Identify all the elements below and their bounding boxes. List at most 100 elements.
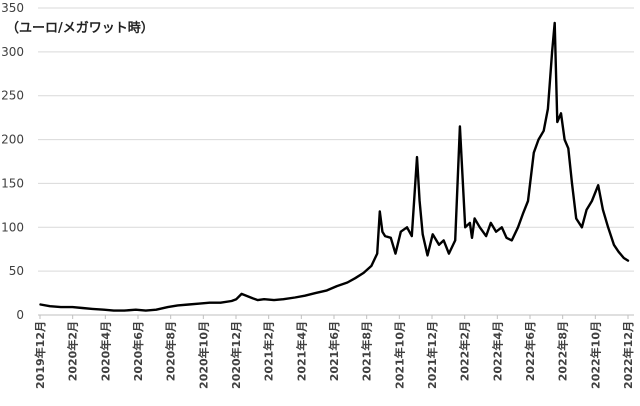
data-point bbox=[571, 182, 573, 185]
data-point bbox=[421, 233, 424, 236]
data-point bbox=[166, 306, 169, 308]
data-point bbox=[376, 252, 379, 255]
x-tick-label: 2022年2月 bbox=[458, 321, 472, 381]
data-point bbox=[495, 230, 497, 233]
data-point bbox=[81, 307, 84, 309]
y-unit-label: （ユーロ/メガワット時） bbox=[6, 21, 154, 36]
series-layer bbox=[39, 21, 630, 312]
data-point bbox=[144, 309, 147, 312]
data-point bbox=[354, 277, 357, 280]
x-tick-label: 2020年6月 bbox=[131, 321, 145, 381]
data-point bbox=[176, 304, 179, 307]
data-point bbox=[489, 222, 492, 224]
data-point bbox=[91, 308, 94, 310]
data-point bbox=[399, 230, 402, 233]
data-point bbox=[134, 308, 137, 311]
data-point bbox=[591, 200, 593, 202]
data-point bbox=[431, 233, 434, 236]
data-point bbox=[581, 226, 583, 229]
data-point bbox=[304, 294, 306, 297]
x-tick-label: 2020年10月 bbox=[196, 321, 210, 389]
x-tick-label: 2020年4月 bbox=[98, 321, 112, 381]
data-point bbox=[406, 226, 408, 229]
data-point bbox=[454, 239, 457, 242]
data-point bbox=[256, 299, 259, 301]
data-point bbox=[71, 306, 74, 308]
data-point bbox=[294, 296, 296, 299]
x-tick-label: 2021年10月 bbox=[392, 321, 406, 389]
data-point bbox=[370, 265, 373, 267]
x-tick-label: 2021年2月 bbox=[262, 321, 276, 381]
data-point bbox=[389, 236, 392, 239]
x-tick-label: 2021年8月 bbox=[360, 321, 374, 381]
data-point bbox=[198, 302, 201, 305]
data-point bbox=[464, 226, 467, 229]
data-point bbox=[556, 121, 559, 123]
data-point bbox=[314, 292, 317, 294]
series-line bbox=[39, 21, 630, 312]
y-tick-label: 150 bbox=[1, 176, 24, 190]
data-point bbox=[230, 300, 233, 302]
x-tick-label: 2020年12月 bbox=[229, 321, 243, 389]
y-tick-label: 300 bbox=[1, 45, 24, 59]
y-tick-label: 250 bbox=[1, 89, 24, 103]
data-point bbox=[112, 309, 115, 312]
data-point bbox=[448, 252, 450, 255]
x-tick-label: 2022年10月 bbox=[588, 321, 602, 389]
x-tick-label: 2022年4月 bbox=[490, 321, 504, 381]
data-point bbox=[416, 156, 418, 159]
data-point bbox=[418, 200, 421, 202]
y-axis-ticks: 0 50 100 150 200 250 300 350 bbox=[1, 1, 24, 322]
data-point bbox=[575, 217, 578, 220]
data-point bbox=[235, 298, 238, 301]
data-point bbox=[263, 298, 265, 301]
data-point bbox=[187, 303, 190, 306]
y-tick-label: 100 bbox=[1, 220, 24, 234]
x-tick-label: 2022年8月 bbox=[556, 321, 570, 381]
data-point bbox=[39, 303, 42, 306]
data-point bbox=[381, 230, 384, 233]
data-point bbox=[208, 301, 211, 304]
data-point bbox=[394, 252, 397, 255]
data-point bbox=[240, 293, 243, 295]
data-point bbox=[103, 308, 105, 311]
data-point bbox=[251, 297, 254, 300]
y-tick-label: 200 bbox=[1, 133, 24, 147]
data-point bbox=[442, 239, 445, 242]
data-point bbox=[510, 239, 513, 242]
x-tick-label: 2022年12月 bbox=[621, 321, 635, 389]
x-tick-label: 2020年8月 bbox=[164, 321, 178, 381]
data-point bbox=[500, 226, 503, 229]
data-point bbox=[346, 281, 349, 284]
y-tick-label: 50 bbox=[9, 264, 24, 278]
data-point bbox=[563, 138, 566, 141]
x-tick-label: 2022年6月 bbox=[523, 321, 537, 381]
data-point bbox=[613, 243, 615, 246]
data-point bbox=[532, 151, 535, 154]
data-point bbox=[517, 226, 519, 229]
data-point bbox=[617, 250, 620, 253]
data-point bbox=[622, 257, 625, 259]
data-point bbox=[560, 112, 562, 115]
data-point bbox=[521, 213, 524, 216]
data-point bbox=[49, 305, 51, 308]
data-point bbox=[378, 210, 381, 213]
data-point bbox=[123, 309, 126, 312]
data-point bbox=[273, 299, 275, 301]
data-point bbox=[410, 235, 413, 238]
data-point bbox=[219, 301, 222, 304]
data-point bbox=[155, 308, 158, 311]
data-point bbox=[478, 226, 481, 229]
data-point bbox=[627, 259, 629, 262]
data-point bbox=[553, 22, 556, 24]
data-point bbox=[438, 243, 440, 246]
x-tick-label: 2021年4月 bbox=[294, 321, 308, 381]
data-point bbox=[362, 272, 365, 274]
data-point bbox=[542, 129, 545, 132]
x-axis-ticks: 2019年12月 2020年2月 2020年4月 2020年6月 2020年8月 2020… bbox=[33, 315, 635, 389]
data-point bbox=[471, 236, 473, 239]
data-point bbox=[469, 222, 471, 224]
y-tick-label: 350 bbox=[1, 1, 24, 15]
